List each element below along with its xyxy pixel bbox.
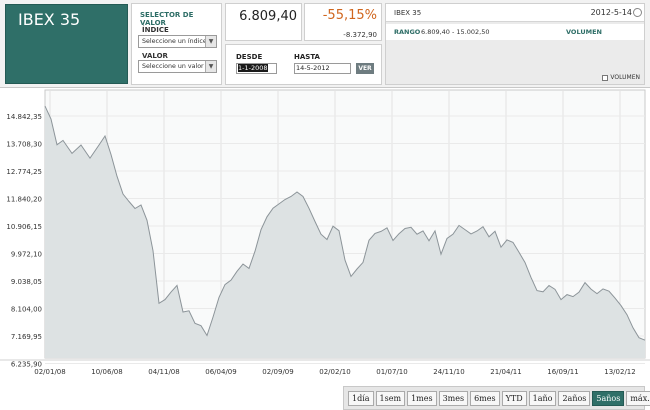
top-panel: IBEX 35 SELECTOR DE VALOR ÍNDICE Selecci… [0,0,650,88]
value-label: VALOR [142,52,168,60]
view-button[interactable]: VER [356,63,374,74]
range-button[interactable]: 1mes [407,391,437,406]
x-tick-label: 16/09/11 [547,368,578,376]
range-row: RANGO 6.809,40 - 15.002,50 VOLUMEN [386,24,644,40]
y-tick-label: 9.972,10 [11,251,42,259]
index-name-tile: IBEX 35 [5,4,128,84]
range-button[interactable]: 1sem [375,391,406,406]
x-tick-label: 13/02/12 [604,368,635,376]
volume-checkbox-label: VOLUMEN [610,74,640,81]
index-select[interactable]: Seleccione un índice ▼ [138,35,217,48]
to-date-value: 14-5-2012 [296,64,330,72]
value-select-value: Seleccione un valor [142,63,204,70]
index-name: IBEX 35 [18,10,81,29]
selector-title: SELECTOR DE VALOR [140,11,194,27]
price-line [44,105,646,341]
from-date-input[interactable]: 1-1-2008 [236,63,277,74]
info-title: IBEX 35 [394,9,422,17]
x-tick-label: 01/07/10 [376,368,407,376]
value-select[interactable]: Seleccione un valor ▼ [138,60,217,73]
range-button[interactable]: YTD [501,391,527,406]
x-tick-label: 02/01/08 [34,368,65,376]
y-tick-label: 13.708,30 [6,141,42,149]
index-select-value: Seleccione un índice [142,38,207,45]
y-tick-label: 6.235,90 [11,361,42,369]
x-tick-label: 10/06/08 [91,368,122,376]
y-tick-label: 11.840,20 [6,196,42,204]
y-tick-label: 12.774,25 [6,168,42,176]
range-button[interactable]: 5años [592,391,625,406]
y-tick-label: 14.842,35 [6,113,42,121]
x-tick-label: 02/09/09 [262,368,293,376]
from-date-value: 1-1-2008 [238,64,268,72]
chevron-down-icon: ▼ [205,61,216,72]
x-tick-label: 02/02/10 [319,368,350,376]
range-button[interactable]: 1día [348,391,374,406]
volume-label: VOLUMEN [566,28,602,36]
current-value: 6.809,40 [239,9,297,24]
x-tick-label: 21/04/11 [490,368,521,376]
range-button-bar: 1día 1sem 1mes 3mes 6mes YTD 1año 2años 5años máx… [343,386,650,410]
x-tick-label: 24/11/10 [433,368,464,376]
to-label: HASTA [294,53,320,61]
absolute-change: -8.372,90 [343,31,377,39]
range-button[interactable]: 1año [528,391,557,406]
x-tick-label: 06/04/09 [205,368,236,376]
x-tick-label: 04/11/08 [148,368,179,376]
y-tick-label: 10.906,15 [6,223,42,231]
volume-checkbox[interactable] [602,74,609,81]
chevron-down-icon: ▼ [205,36,216,47]
info-panel: IBEX 35 2012-5-14 RANGO 6.809,40 - 15.00… [385,3,645,85]
to-date-input[interactable]: 14-5-2012 [294,63,351,74]
range-button[interactable]: máx. [626,391,650,406]
range-button[interactable]: 3mes [438,391,469,406]
price-area [45,106,645,358]
info-date: 2012-5-14 [590,8,632,17]
current-value-box: 6.809,40 [225,3,302,41]
volume-toggle[interactable]: VOLUMEN [602,74,640,81]
range-label: RANGO [394,28,421,36]
value-selector-panel: SELECTOR DE VALOR ÍNDICE Seleccione un í… [131,3,222,85]
percent-change: -55,15% [322,8,377,23]
clock-icon[interactable] [633,8,642,17]
price-chart[interactable]: 02/01/08 10/06/08 04/11/08 06/04/09 02/09/09… [0,88,650,386]
from-label: DESDE [236,53,263,61]
y-tick-label: 8.104,00 [11,306,42,314]
range-value: 6.809,40 - 15.002,50 [421,28,490,36]
range-button[interactable]: 6mes [470,391,500,406]
date-range-box: DESDE 1-1-2008 HASTA 14-5-2012 VER [225,44,382,85]
index-label: ÍNDICE [142,26,169,34]
y-tick-label: 7.169,95 [11,333,42,341]
range-button[interactable]: 2años [558,391,591,406]
info-header: IBEX 35 2012-5-14 [386,4,644,22]
change-box: -55,15% -8.372,90 [304,3,382,41]
y-tick-label: 9.038,05 [11,278,42,286]
